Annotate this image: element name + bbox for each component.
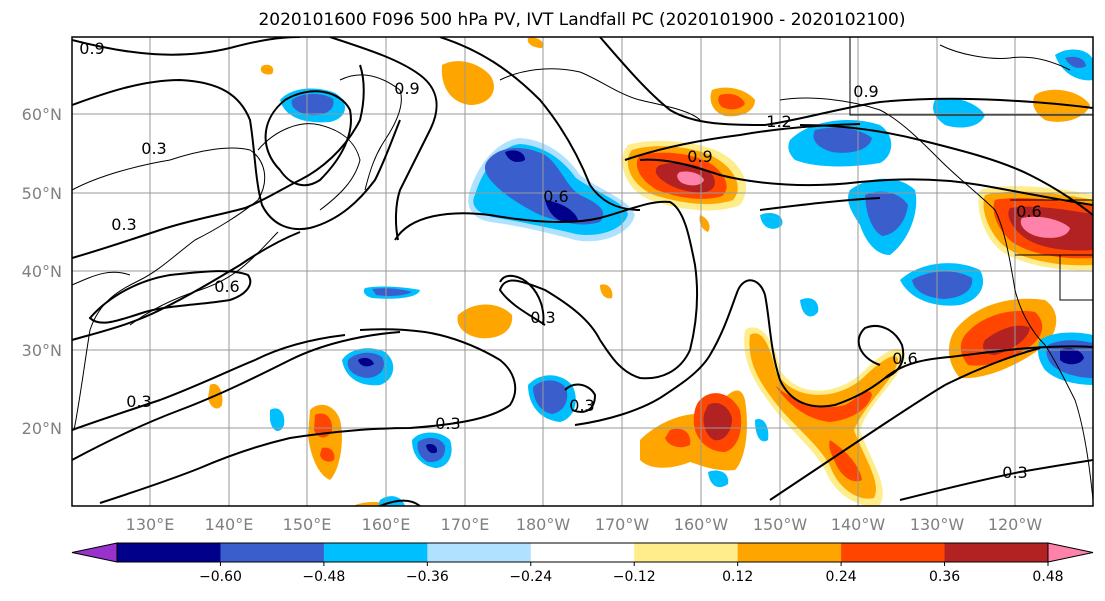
colorbar-segment xyxy=(737,543,842,562)
colorbar-segment xyxy=(841,543,946,562)
contour-label: 0.3 xyxy=(530,308,555,327)
lat-tick-label: 50°N xyxy=(22,184,62,203)
contour-label: 0.6 xyxy=(1016,202,1041,221)
positive-anomaly-california xyxy=(948,298,1057,379)
contour-label: 0.3 xyxy=(141,139,166,158)
colorbar-segment xyxy=(323,543,428,562)
contour-label: 0.3 xyxy=(435,414,460,433)
map-title: 2020101600 F096 500 hPa PV, IVT Landfall… xyxy=(258,10,905,30)
colorbar-tick-label: −0.48 xyxy=(302,569,345,585)
lat-tick-label: 20°N xyxy=(22,419,62,438)
colorbar-segment xyxy=(634,543,739,562)
lat-tick-label: 30°N xyxy=(22,341,62,360)
lon-tick-label: 170°E xyxy=(441,515,490,534)
negative-anomaly-gulf xyxy=(760,49,1093,385)
contour-label: 0.9 xyxy=(394,79,419,98)
contour-label: 0.9 xyxy=(79,39,104,58)
contour-label: 1.2 xyxy=(766,112,791,131)
colorbar-tick-label: 0.36 xyxy=(929,569,960,585)
colorbar-tick-label: −0.60 xyxy=(199,569,242,585)
negative-anomaly-central-pacific xyxy=(468,138,635,242)
lat-tick-label: 40°N xyxy=(22,262,62,281)
longitude-labels: 130°E 140°E 150°E 160°E 170°E 180°W 170°W 160°W… xyxy=(126,515,1043,534)
contour-label: 0.9 xyxy=(853,82,878,101)
pv-contours xyxy=(72,37,1093,506)
pv-contour-labels: 0.9 0.3 0.3 0.6 0.3 0.9 0.6 0.9 1.2 0.9 0.6 0.3 0.3 0… xyxy=(79,39,1041,482)
lon-tick-label: 180°W xyxy=(516,515,571,534)
lat-tick-label: 60°N xyxy=(22,105,62,124)
lon-tick-label: 160°W xyxy=(674,515,729,534)
colorbar-extend-high xyxy=(1047,542,1094,563)
colorbar-tick-label: −0.24 xyxy=(509,569,552,585)
contour-label: 0.3 xyxy=(111,215,136,234)
lon-tick-label: 140°W xyxy=(831,515,886,534)
colorbar-tick-label: −0.12 xyxy=(613,569,656,585)
colorbar-extend-low xyxy=(71,542,118,563)
contour-label: 0.6 xyxy=(543,187,568,206)
lon-tick-label: 130°W xyxy=(910,515,965,534)
colorbar-tick-label: −0.36 xyxy=(406,569,449,585)
lon-tick-label: 130°E xyxy=(126,515,175,534)
contour-label: 0.3 xyxy=(126,392,151,411)
colorbar-segment xyxy=(530,543,635,562)
lon-tick-label: 140°E xyxy=(205,515,254,534)
lon-tick-label: 160°E xyxy=(362,515,411,534)
negative-anomaly-west-pacific xyxy=(270,88,769,506)
contour-label: 0.3 xyxy=(569,396,594,415)
latitude-labels: 60°N 50°N 40°N 30°N 20°N xyxy=(22,105,62,438)
lon-tick-label: 170°W xyxy=(595,515,650,534)
colorbar: −0.60 −0.48 −0.36 −0.24 −0.12 0.12 0.24 0.36 0.4… xyxy=(71,542,1094,585)
coastlines xyxy=(72,37,1093,501)
contour-label: 0.9 xyxy=(687,147,712,166)
colorbar-segment xyxy=(944,543,1049,562)
colorbar-segment xyxy=(117,543,221,562)
contour-label: 0.3 xyxy=(1002,463,1027,482)
colorbar-tick-label: 0.12 xyxy=(722,569,753,585)
colorbar-segment xyxy=(220,543,325,562)
colorbar-tick-label: 0.24 xyxy=(826,569,857,585)
map-plot-area xyxy=(72,37,1093,506)
colorbar-outline xyxy=(116,542,1049,563)
positive-anomaly-subtropics xyxy=(208,37,1090,506)
colorbar-tick-label: 0.48 xyxy=(1032,569,1063,585)
contour-label: 0.6 xyxy=(892,349,917,368)
colorbar-segment xyxy=(427,543,532,562)
lat-lon-grid xyxy=(72,37,1093,506)
lon-tick-label: 120°W xyxy=(988,515,1043,534)
lon-tick-label: 150°W xyxy=(753,515,808,534)
contour-label: 0.6 xyxy=(214,277,239,296)
lon-tick-label: 150°E xyxy=(283,515,332,534)
map-frame xyxy=(71,36,1094,507)
